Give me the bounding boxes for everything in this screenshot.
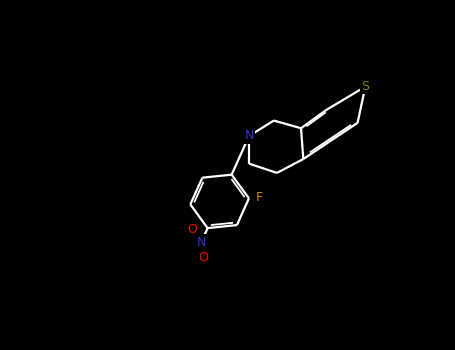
Text: N: N [197,236,206,248]
Text: O: O [187,223,197,236]
Text: S: S [361,80,369,93]
Text: O: O [198,251,208,264]
Text: F: F [255,191,263,204]
Text: N: N [244,130,254,142]
